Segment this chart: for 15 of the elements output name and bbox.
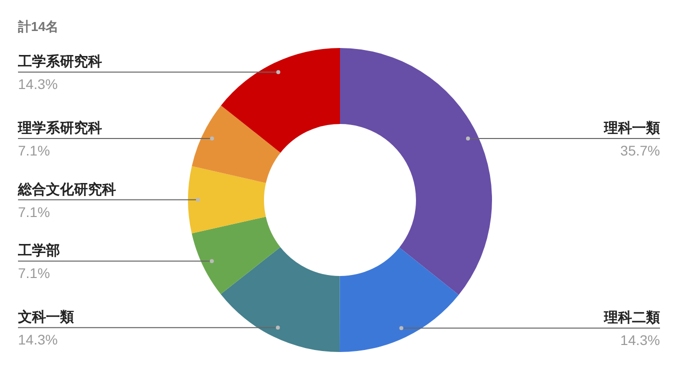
- slice-label: 理学系研究科: [17, 119, 102, 136]
- data-label: 7.1%: [18, 204, 50, 220]
- slice-label: 工学系研究科: [17, 53, 102, 70]
- data-label: 14.3%: [18, 332, 58, 348]
- slice-label: 文科一類: [17, 308, 74, 325]
- chart-title: 計14名: [17, 19, 58, 34]
- data-label: 14.3%: [18, 76, 58, 92]
- slice-label: 工学部: [17, 242, 60, 258]
- data-label: 7.1%: [18, 142, 50, 158]
- data-label: 14.3%: [620, 332, 660, 348]
- slice-label: 理科二類: [603, 309, 660, 326]
- data-label: 7.1%: [18, 265, 50, 282]
- slice-label: 理科一類: [603, 119, 660, 136]
- slice-label: 総合文化研究科: [17, 180, 116, 197]
- data-label: 35.7%: [620, 142, 660, 158]
